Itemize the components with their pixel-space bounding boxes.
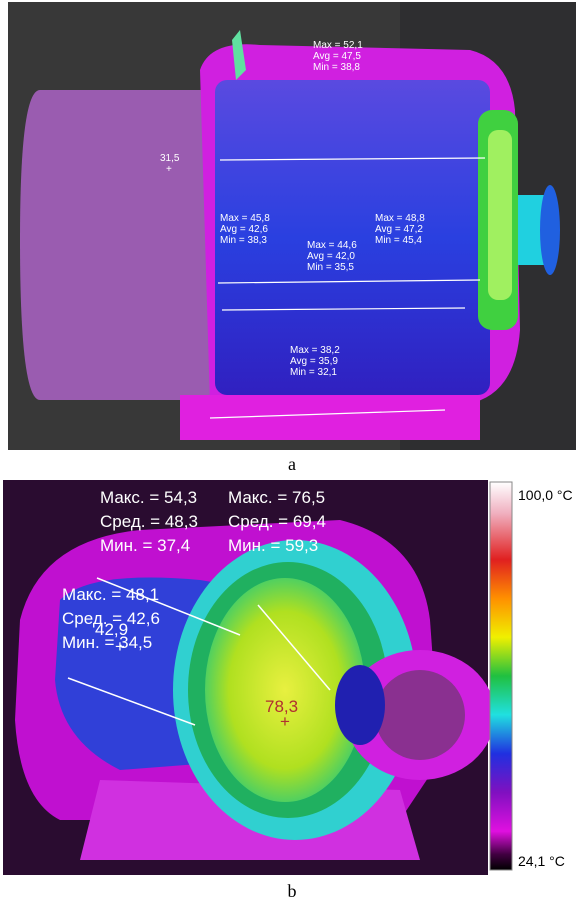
measure-label: Avg = 47,2	[375, 224, 423, 235]
measure-label: Avg = 35,9	[290, 356, 338, 367]
measure-label: Avg = 47,5	[313, 51, 361, 62]
spot-value: 31,5	[160, 153, 180, 164]
measure-label: Max = 48,8	[375, 213, 425, 224]
spot-marker: +	[280, 712, 290, 731]
measure-label: Min = 35,5	[307, 262, 354, 273]
thermal-image-a: 31,5 +	[8, 2, 576, 450]
measure-label: Min = 38,8	[313, 62, 360, 73]
scale-min: 24,1 °C	[518, 853, 565, 869]
measure-label: Макс. = 54,3	[100, 488, 197, 507]
measure-label: Max = 45,8	[220, 213, 270, 224]
measure-label: Макс. = 48,1	[62, 585, 159, 604]
measure-label: Avg = 42,0	[307, 251, 355, 262]
measure-label: Сред. = 69,4	[228, 512, 326, 531]
color-scale	[490, 482, 512, 870]
measure-label: Макс. = 76,5	[228, 488, 325, 507]
measure-label: Min = 32,1	[290, 367, 337, 378]
measure-label: Max = 44,6	[307, 240, 357, 251]
measure-label: Сред. = 48,3	[100, 512, 198, 531]
measure-label: Min = 38,3	[220, 235, 267, 246]
measure-label: Max = 52,1	[313, 40, 363, 51]
measure-label: Мин. = 59,3	[228, 536, 318, 555]
measure-label: Avg = 42,6	[220, 224, 268, 235]
spot-marker: +	[166, 164, 172, 175]
scale-max: 100,0 °C	[518, 487, 573, 503]
figure: 31,5 + a 42,9 + 78,3 + 100,0 °C 24,1 °C …	[0, 0, 584, 903]
measure-label: Сред. = 42,6	[62, 609, 160, 628]
measure-label: Мин. = 34,5	[62, 633, 152, 652]
caption: a	[288, 454, 296, 474]
caption: b	[288, 881, 297, 901]
measure-label: Мин. = 37,4	[100, 536, 190, 555]
measure-label: Min = 45,4	[375, 235, 422, 246]
measure-label: Max = 38,2	[290, 345, 340, 356]
